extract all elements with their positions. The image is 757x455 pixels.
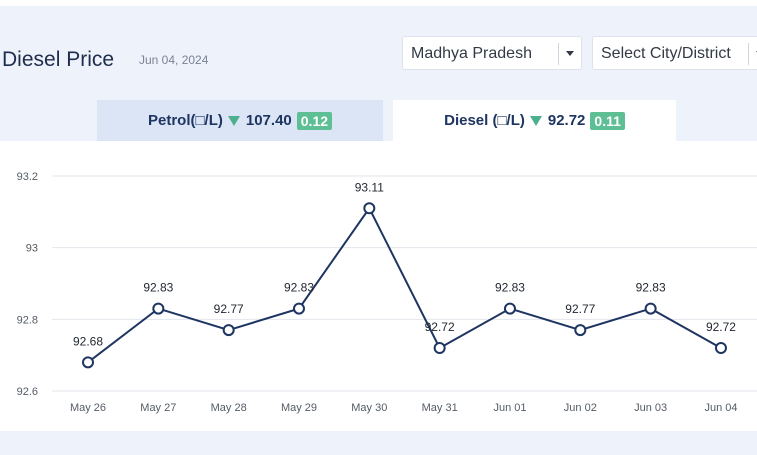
x-tick-label: May 26 (70, 402, 106, 414)
bottom-strip (0, 445, 757, 455)
x-tick-label: May 27 (140, 402, 176, 414)
chevron-down-icon (566, 51, 574, 56)
chart-points (82, 202, 727, 369)
data-point[interactable] (644, 302, 657, 315)
chart-y-ticks: 92.6 92.8 93 93.2 (17, 171, 38, 398)
x-tick-label: May 30 (351, 402, 387, 414)
data-point[interactable] (714, 342, 727, 354)
series-line (87, 206, 722, 364)
x-tick-label: Jun 02 (564, 402, 597, 414)
tab-diesel-change-badge: 0.11 (590, 111, 625, 130)
tab-diesel-price: 92.72 (547, 112, 586, 129)
tab-petrol[interactable]: Petrol(□/L) 107.40 0.12 (97, 100, 383, 141)
down-arrow-icon (227, 115, 240, 126)
data-point[interactable] (82, 356, 94, 369)
chart-data-labels: 92.68 92.83 92.77 92.83 93.11 92.72 92.83 92.77… (73, 180, 736, 348)
data-label: 92.77 (565, 302, 595, 316)
data-label: 92.83 (284, 281, 314, 295)
data-point[interactable] (503, 302, 516, 315)
data-label: 92.83 (636, 281, 666, 295)
tab-petrol-change-badge: 0.12 (296, 111, 333, 130)
state-select[interactable]: Madhya Pradesh (402, 36, 582, 70)
data-point[interactable] (222, 324, 235, 337)
data-label: 92.72 (706, 320, 736, 334)
data-label: 92.77 (214, 302, 244, 316)
city-select-placeholder: Select City/District (601, 45, 731, 62)
data-label: 92.72 (425, 320, 455, 334)
tab-diesel-label: Diesel (□/L) (444, 112, 525, 129)
x-tick-label: Jun 01 (493, 402, 526, 414)
x-tick-label: May 29 (281, 402, 317, 414)
y-tick-label: 93 (26, 243, 38, 255)
y-tick-label: 92.6 (17, 386, 38, 398)
down-arrow-icon (529, 115, 542, 126)
data-point[interactable] (152, 302, 165, 315)
data-label: 92.83 (495, 281, 525, 295)
chart-panel: 92.6 92.8 93 93.2 May 26 May 27 May 28 May 29 M… (0, 141, 757, 431)
header: Diesel Price Jun 04, 2024 Madhya Pradesh… (0, 22, 757, 100)
tab-petrol-price: 107.40 (245, 112, 292, 129)
x-tick-label: Jun 04 (704, 402, 737, 414)
tab-petrol-label: Petrol(□/L) (147, 112, 223, 129)
data-point[interactable] (433, 342, 446, 354)
data-point[interactable] (363, 202, 376, 215)
data-point[interactable] (292, 302, 305, 315)
data-label: 93.11 (355, 180, 384, 194)
select-divider (558, 43, 559, 65)
chart-x-ticks: May 26 May 27 May 28 May 29 May 30 May 31 Jun … (70, 402, 738, 414)
city-select[interactable]: Select City/District (592, 36, 757, 70)
chart-gridlines (52, 175, 757, 392)
y-tick-label: 92.8 (17, 314, 38, 326)
data-point[interactable] (574, 324, 587, 337)
top-strip (0, 0, 757, 6)
data-label: 92.68 (73, 334, 103, 348)
data-label: 92.83 (143, 281, 173, 295)
x-tick-label: May 31 (422, 402, 458, 414)
x-tick-label: Jun 03 (634, 402, 667, 414)
state-select-value: Madhya Pradesh (411, 45, 532, 62)
x-tick-label: May 28 (211, 402, 247, 414)
page-title: Diesel Price (2, 48, 115, 71)
select-divider (748, 43, 749, 65)
y-tick-label: 93.2 (17, 171, 38, 183)
price-date: Jun 04, 2024 (139, 53, 209, 67)
tab-diesel[interactable]: Diesel (□/L) 92.72 0.11 (393, 100, 676, 141)
